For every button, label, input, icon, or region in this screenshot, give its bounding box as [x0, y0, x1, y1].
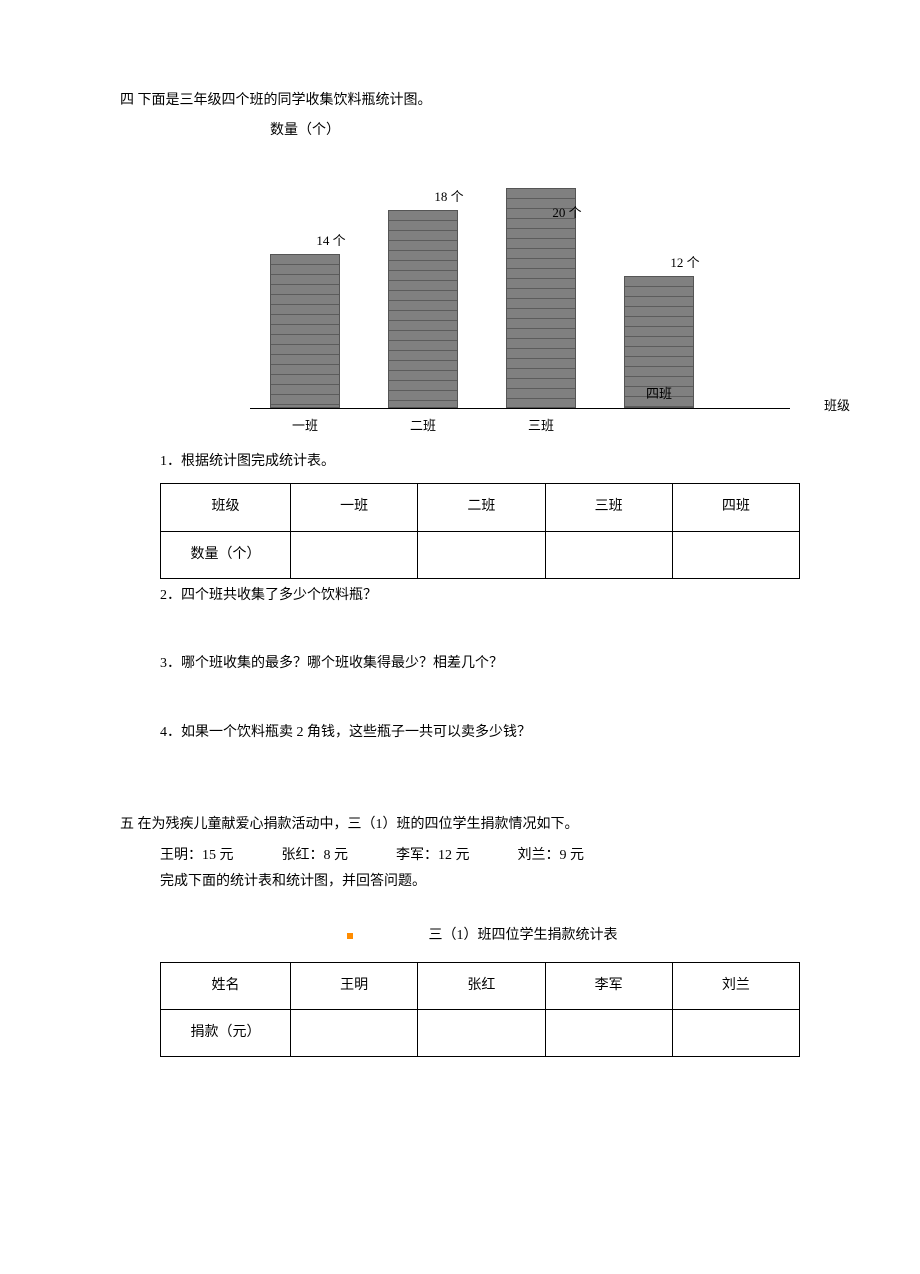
table-cell: [545, 531, 672, 578]
table-cell: [545, 1010, 672, 1057]
table-cell: 四班: [672, 484, 799, 531]
question-1: 1．根据统计图完成统计表。: [160, 451, 800, 473]
x-tick-label: 一班: [270, 416, 340, 437]
table-cell: [418, 1010, 545, 1057]
bar: 14 个: [270, 254, 340, 408]
table-cell: 二班: [418, 484, 545, 531]
question-4: 4．如果一个饮料瓶卖 2 角钱，这些瓶子一共可以卖多少钱？: [160, 722, 800, 744]
bar-group: 20 个: [506, 188, 576, 408]
table-rowhead: 姓名: [161, 962, 291, 1009]
table-cell: 王明: [291, 962, 418, 1009]
bar-value-label: 14 个: [271, 231, 391, 252]
bar-value-label: 20 个: [507, 203, 627, 224]
section-5: 五 在为残疾儿童献爱心捐款活动中，三（1）班的四位学生捐款情况如下。 王明：15…: [120, 814, 800, 1057]
x-ticks: 一班 二班 三班: [250, 416, 750, 437]
bar-stripes: [389, 211, 457, 407]
table-cell: [291, 1010, 418, 1057]
bar: 18 个: [388, 210, 458, 408]
table-title-text: 三（1）班四位学生捐款统计表: [429, 928, 618, 943]
donor-item: 刘兰：9 元: [518, 845, 585, 867]
table-row: 数量（个）: [161, 531, 800, 578]
bar-chart: 班级 14 个18 个20 个12 个四班 一班二班三班: [210, 147, 790, 437]
bar-group: 12 个四班: [624, 276, 694, 408]
table-cell: 一班: [291, 484, 418, 531]
table-row: 捐款（元）: [161, 1010, 800, 1057]
donor-item: 李军：12 元: [396, 845, 470, 867]
donor-item: 张红：8 元: [282, 845, 349, 867]
section4-title: 四 下面是三年级四个班的同学收集饮料瓶统计图。: [120, 90, 800, 112]
bar: 12 个四班: [624, 276, 694, 408]
table-cell: [418, 531, 545, 578]
table-cell: [672, 531, 799, 578]
table-cell: [291, 531, 418, 578]
bar-value-label: 12 个: [625, 253, 745, 274]
x-tick-label: 二班: [388, 416, 458, 437]
chart-area: 14 个18 个20 个12 个四班: [250, 174, 750, 409]
table-cell: 刘兰: [672, 962, 799, 1009]
bar-value-label: 18 个: [389, 187, 509, 208]
bars-container: 14 个18 个20 个12 个四班: [250, 174, 750, 408]
section5-title: 五 在为残疾儿童献爱心捐款活动中，三（1）班的四位学生捐款情况如下。: [120, 814, 800, 836]
donor-item: 王明：15 元: [160, 845, 234, 867]
question-2: 2．四个班共收集了多少个饮料瓶？: [160, 585, 800, 607]
bar-inner-label: 四班: [625, 384, 693, 405]
table-cell: 三班: [545, 484, 672, 531]
bullet-icon: [347, 933, 353, 939]
bar: 20 个: [506, 188, 576, 408]
y-axis-label: 数量（个）: [270, 120, 800, 142]
section5-table: 姓名 王明 张红 李军 刘兰 捐款（元）: [160, 962, 800, 1058]
table-cell: 张红: [418, 962, 545, 1009]
section-4: 四 下面是三年级四个班的同学收集饮料瓶统计图。 数量（个） 班级 14 个18 …: [120, 90, 800, 744]
section4-table: 班级 一班 二班 三班 四班 数量（个）: [160, 483, 800, 579]
table-rowhead: 数量（个）: [161, 531, 291, 578]
table-rowhead: 班级: [161, 484, 291, 531]
donors-line: 王明：15 元 张红：8 元 李军：12 元 刘兰：9 元: [160, 845, 800, 867]
table-cell: 李军: [545, 962, 672, 1009]
table-cell: [672, 1010, 799, 1057]
bar-stripes: [271, 255, 339, 407]
x-tick-label: 三班: [506, 416, 576, 437]
bar-group: 18 个: [388, 210, 458, 408]
question-3: 3．哪个班收集的最多？哪个班收集得最少？相差几个？: [160, 653, 800, 675]
table-row: 姓名 王明 张红 李军 刘兰: [161, 962, 800, 1009]
bar-group: 14 个: [270, 254, 340, 408]
table-rowhead: 捐款（元）: [161, 1010, 291, 1057]
section5-instruction: 完成下面的统计表和统计图，并回答问题。: [160, 871, 800, 893]
x-tick-label: [624, 416, 694, 437]
section5-table-title: 三（1）班四位学生捐款统计表: [120, 925, 800, 947]
table-row: 班级 一班 二班 三班 四班: [161, 484, 800, 531]
x-axis-label: 班级: [824, 396, 850, 417]
